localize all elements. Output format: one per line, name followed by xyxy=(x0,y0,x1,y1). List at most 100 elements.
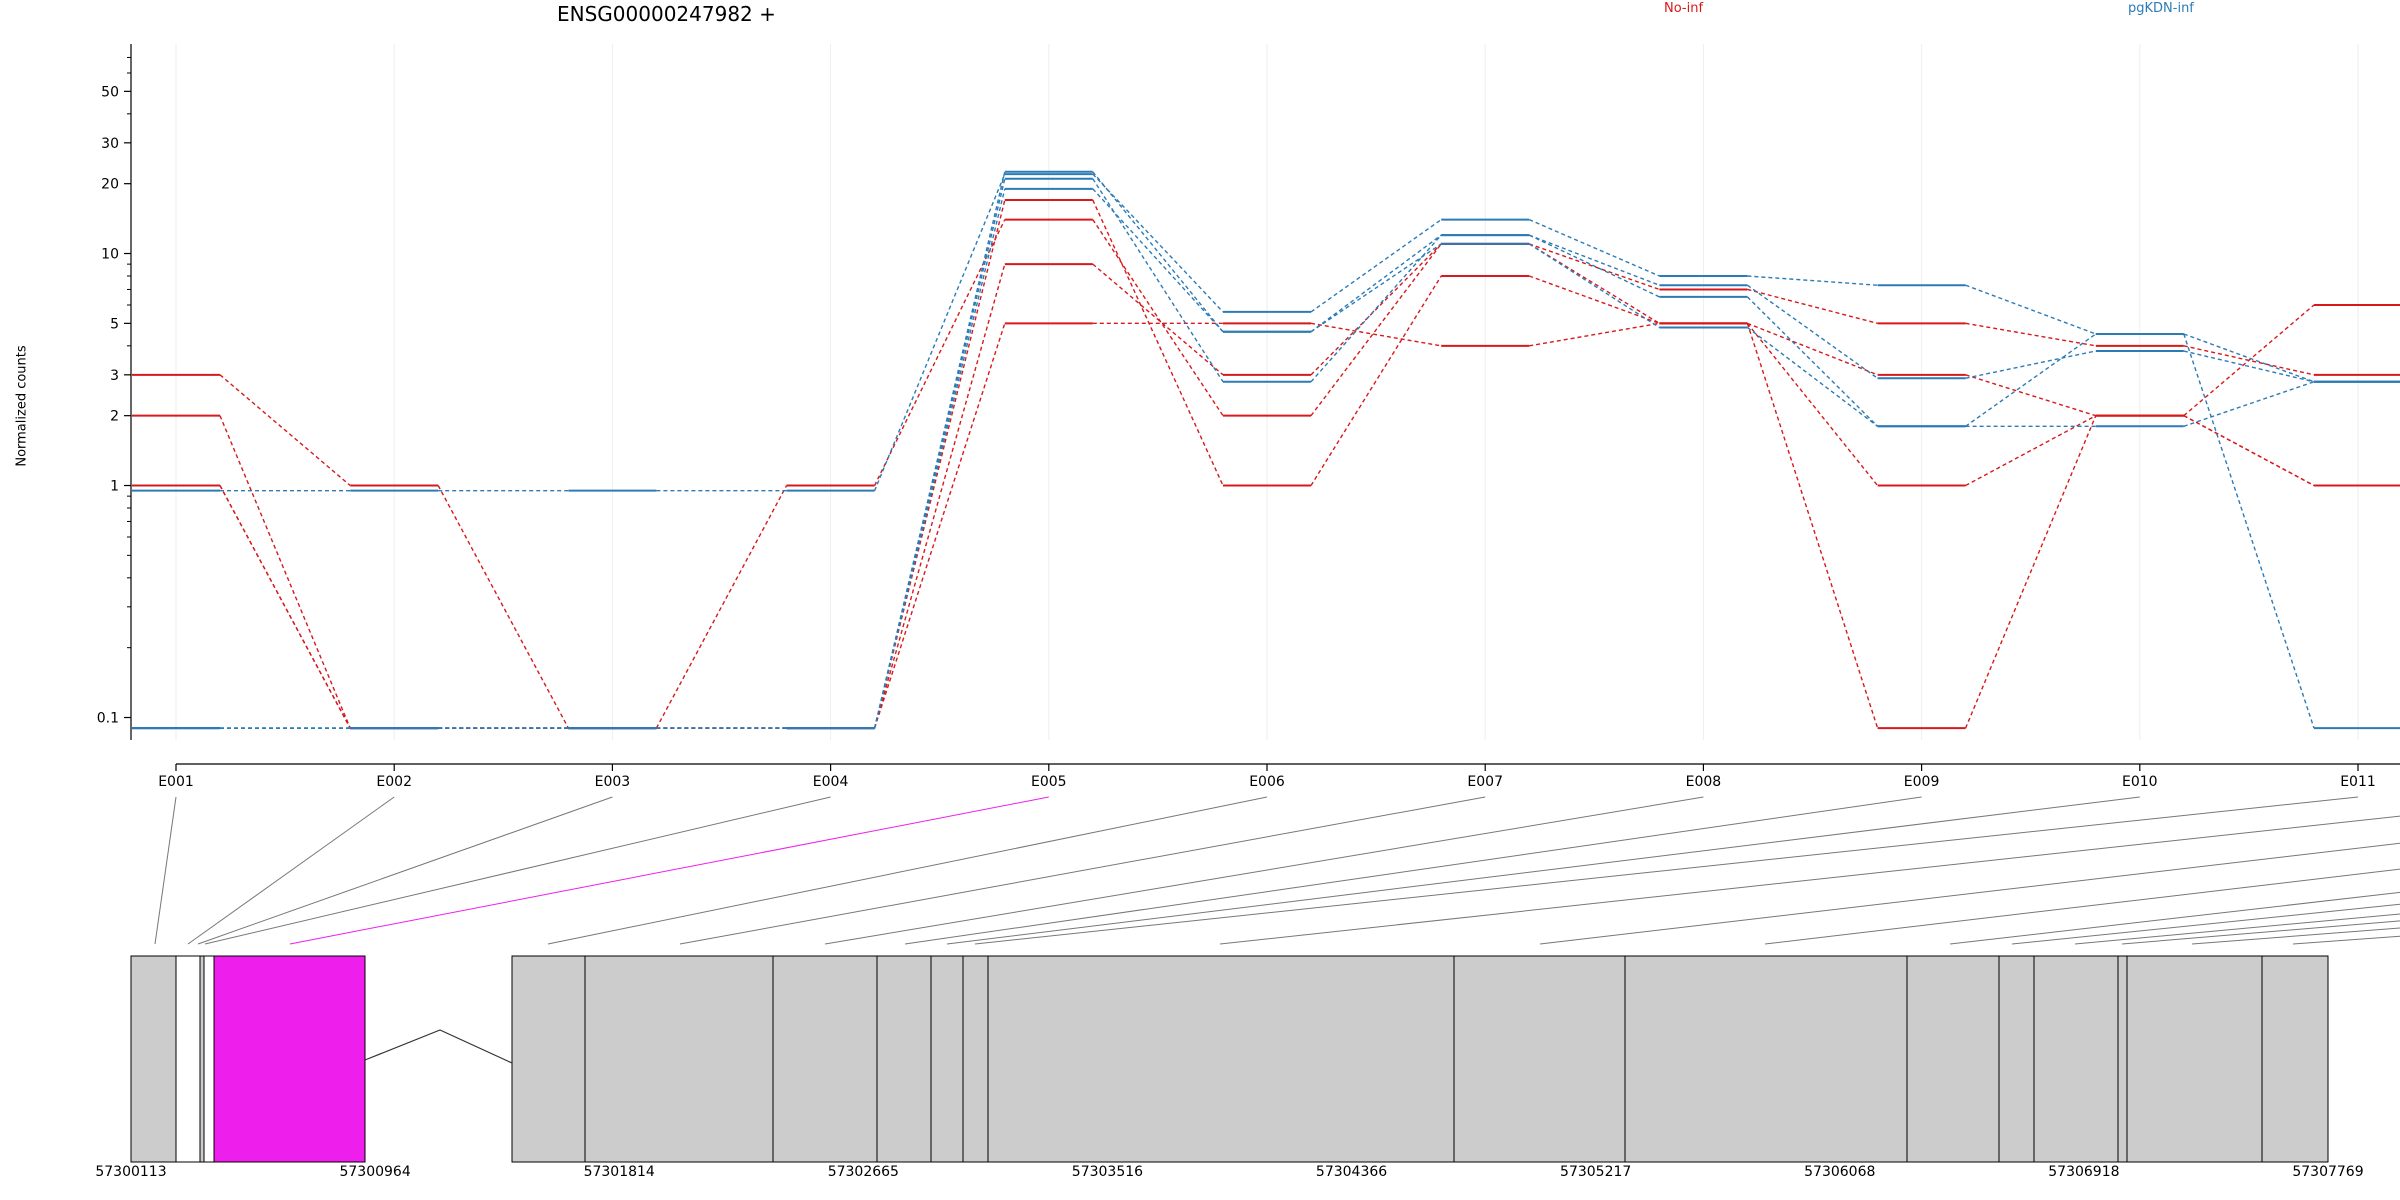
series xyxy=(132,187,2400,730)
series xyxy=(132,177,2400,730)
x-tick-label: E008 xyxy=(1686,774,1722,790)
x-axis: E001 E002 E003 E004 E005 E006 E007 E008 E009 E010… xyxy=(158,763,2400,790)
exon-block xyxy=(130,955,177,1163)
series-connector xyxy=(1528,243,1660,329)
exon-block xyxy=(772,955,878,1163)
exon-connector xyxy=(1949,891,2400,945)
y-tick-label: 20 xyxy=(101,177,119,193)
y-tick-label: 0.1 xyxy=(97,711,119,727)
x-tick-label: E002 xyxy=(376,774,412,790)
exon-connector xyxy=(204,796,831,945)
series-connector xyxy=(1310,243,1442,376)
coordinate-label: 57304366 xyxy=(1316,1164,1387,1180)
exon-connector xyxy=(1219,815,2400,945)
chart-title: ENSG00000247982 + xyxy=(557,2,776,26)
x-tick-label: E006 xyxy=(1249,774,1285,790)
y-tick-label: 50 xyxy=(101,84,119,100)
exon-connector xyxy=(1539,842,2400,945)
series-connector xyxy=(873,199,1006,729)
series-connector xyxy=(1746,322,1879,486)
series-connector xyxy=(1747,322,1878,376)
series-connector xyxy=(873,219,1006,486)
exon-connector xyxy=(187,796,395,945)
series-connector xyxy=(2183,415,2315,487)
legend-item-no-inf: No-inf xyxy=(1664,1,1704,16)
series-connector xyxy=(1964,415,2097,729)
exon-connector xyxy=(824,796,1704,945)
exon-block xyxy=(1453,955,1626,1163)
x-tick-label: E001 xyxy=(158,774,194,790)
coordinate-label: 57306918 xyxy=(2048,1164,2119,1180)
grid-lines xyxy=(175,44,2359,740)
exon-block xyxy=(584,955,774,1163)
exon-block xyxy=(1624,955,1908,1163)
y-tick-label: 2 xyxy=(110,409,119,425)
series-connector xyxy=(1747,275,1878,286)
series-connector xyxy=(1310,243,1442,333)
series-connector xyxy=(219,415,351,729)
coordinate-label: 57300113 xyxy=(95,1164,166,1180)
genomic-coordinate-axis: 57300113 57300964 57301814 57302665 57303516… xyxy=(95,1164,2363,1180)
series-connector xyxy=(1092,178,1224,383)
exon-block xyxy=(1998,955,2035,1163)
exon-block-empty xyxy=(175,955,201,1163)
exon-connector xyxy=(289,796,1049,945)
series-connector xyxy=(1092,173,1224,313)
series-connector xyxy=(1746,296,1879,427)
series-connector xyxy=(1310,234,1442,333)
series-connector xyxy=(1965,333,2097,427)
series-connector xyxy=(873,188,1006,729)
legend-item-pgkdn-inf: pgKDN-inf xyxy=(2128,1,2194,16)
series-connector xyxy=(655,485,788,729)
series-connector xyxy=(1310,219,1442,313)
series-connector xyxy=(1965,350,2096,379)
x-tick-label: E004 xyxy=(813,774,849,790)
series xyxy=(132,173,2400,730)
exon-block xyxy=(2126,955,2263,1163)
exon-connector xyxy=(2011,903,2400,945)
exon-connector xyxy=(154,796,177,945)
coordinate-label: 57307769 xyxy=(2292,1164,2363,1180)
exon-block xyxy=(213,955,366,1163)
exon-block xyxy=(2117,955,2128,1163)
series xyxy=(132,242,2400,730)
series-connector xyxy=(437,485,570,729)
series-connector xyxy=(1528,243,1660,324)
exon-block xyxy=(876,955,932,1163)
y-axis: 0.1 1 2 3 5 10 20 30 50 xyxy=(97,44,132,740)
exon-connector xyxy=(679,796,1486,945)
y-tick-label: 5 xyxy=(110,316,119,332)
series xyxy=(132,199,2400,730)
exon-block xyxy=(962,955,989,1163)
series-connector xyxy=(1529,322,1660,347)
coordinate-label: 57302665 xyxy=(828,1164,899,1180)
series-connector xyxy=(1965,322,2096,347)
series-connector xyxy=(1310,243,1442,417)
x-tick-label: E011 xyxy=(2340,774,2376,790)
series-connector xyxy=(1747,288,1878,325)
series-connector xyxy=(1746,323,1879,729)
x-tick-label: E009 xyxy=(1904,774,1940,790)
gene-model xyxy=(130,955,2329,1163)
exon-connector xyxy=(974,796,2359,945)
exon-connectors xyxy=(154,796,2400,945)
coordinate-label: 57306068 xyxy=(1804,1164,1875,1180)
series-connector xyxy=(1310,275,1442,486)
series-connector xyxy=(2183,333,2315,729)
exon-connector xyxy=(904,796,1922,945)
exon-block xyxy=(1906,955,2000,1163)
x-tick-label: E003 xyxy=(595,774,631,790)
y-tick-label: 30 xyxy=(101,136,119,152)
series-connector xyxy=(1092,263,1224,376)
series-connector xyxy=(1965,415,2097,487)
exon-connector xyxy=(197,796,613,945)
exon-connector xyxy=(547,796,1268,945)
series-connector xyxy=(873,323,1006,729)
series-connector xyxy=(2183,304,2315,417)
series-connector xyxy=(1528,218,1660,277)
series-connector xyxy=(1965,374,2097,417)
series-connector xyxy=(1746,284,1879,379)
exon-block-empty xyxy=(203,955,215,1163)
series xyxy=(132,303,2400,730)
exon-block xyxy=(2261,955,2329,1163)
